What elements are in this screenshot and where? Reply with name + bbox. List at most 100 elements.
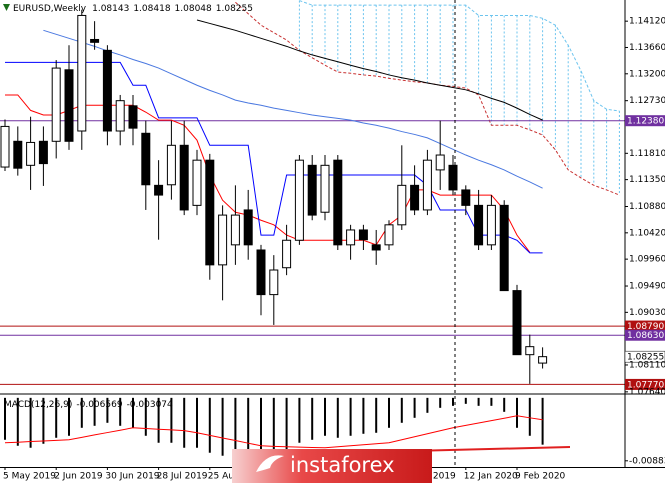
macd-bar [298, 397, 301, 443]
candle-body [307, 164, 317, 216]
macd-bar [541, 397, 544, 445]
header-text: EURUSD,Weekly 1.08143 1.08418 1.08048 1.0825… [13, 4, 253, 14]
candle-body [448, 164, 458, 191]
x-tick-label: Dec 2019 [413, 472, 456, 482]
macd-bar [413, 397, 416, 418]
macd-bar [234, 397, 237, 455]
cloud-span [235, 1, 620, 196]
candle-body [333, 159, 343, 246]
level-label-box [625, 378, 665, 390]
candle-body [499, 204, 509, 292]
macd-last: -0.006569 [76, 400, 122, 410]
cloud-span [299, 0, 620, 112]
macd-bar [208, 397, 211, 453]
macd-bar [516, 397, 518, 428]
macd-bar [439, 397, 442, 408]
macd-bar [285, 397, 288, 453]
y-tick-label: 1.12730 [629, 96, 665, 106]
candle-body [474, 204, 484, 246]
macd-bar [132, 397, 134, 428]
candle-body [422, 159, 432, 211]
candle-body [141, 132, 151, 186]
macd-bar [362, 397, 365, 434]
macd-bar [4, 397, 6, 440]
candle-body [90, 38, 100, 43]
candle-body [346, 229, 356, 246]
candle-body [512, 290, 522, 356]
macd-bar [221, 397, 224, 456]
candle-body [384, 224, 394, 246]
candle-body [166, 144, 176, 186]
macd-bar [336, 397, 339, 438]
candle-body [397, 184, 407, 226]
indicator-line [5, 61, 543, 254]
y-tick-label: 1.13660 [629, 43, 665, 53]
candle-body [282, 239, 292, 269]
level-label-box [625, 320, 665, 332]
macd-bar [324, 397, 326, 436]
y-tick-label: 1.10420 [629, 228, 665, 238]
y-tick-label: 1.11350 [629, 175, 665, 185]
macd-bar [528, 397, 531, 436]
candle-body [243, 209, 253, 246]
macd-panel [4, 397, 544, 456]
candle-body [51, 67, 61, 142]
candle-body [269, 269, 279, 296]
macd-bar [29, 397, 32, 448]
macd-bar [452, 397, 454, 406]
macd-bar [106, 397, 109, 423]
last-close: 1.08255 [216, 4, 253, 14]
macd-bar [119, 397, 122, 426]
macd-bar [464, 397, 467, 404]
last-high: 1.08418 [133, 4, 170, 14]
x-tick-label: 5 May 2019 [3, 472, 56, 482]
candle-body [77, 14, 87, 132]
indicator-line [43, 29, 543, 189]
candle-body [371, 244, 381, 251]
watermark: instaforex [232, 449, 432, 483]
macd-bar [490, 397, 493, 406]
candle-body [205, 159, 215, 266]
level-label: 1.07770 [627, 380, 664, 390]
candle-body [102, 49, 112, 132]
candle-body [538, 356, 548, 364]
candle-body [192, 159, 202, 206]
macd-bar [400, 397, 403, 423]
candle-body [218, 214, 228, 266]
candle-body [320, 164, 330, 213]
candle-body [115, 100, 125, 132]
y-tick-label: 1.09030 [629, 308, 665, 318]
macd-bar [349, 397, 352, 436]
y-tick-label: 1.09960 [629, 255, 665, 265]
chart-header: EURUSD,Weekly 1.08143 1.08418 1.08048 1.0825… [3, 4, 253, 410]
y-tick-label: 1.09490 [629, 282, 665, 292]
candle-body [435, 154, 445, 171]
macd-bar [375, 397, 378, 433]
level-label: 1.08630 [627, 331, 664, 341]
candle-body [38, 140, 48, 165]
y-tick-label: 1.11810 [629, 149, 665, 159]
y-tick-label: -0.00883 [629, 456, 665, 466]
macd-bar [260, 397, 262, 456]
logo-text: instaforex [290, 453, 395, 477]
candle-body [525, 346, 535, 356]
macd-bar [16, 397, 19, 446]
macd-bar [247, 397, 250, 454]
header-icon [3, 4, 10, 11]
macd-bar [183, 397, 186, 448]
macd-bar [196, 397, 198, 448]
candle-body [294, 159, 304, 241]
indicator-line [196, 19, 543, 121]
y-tick-label: 1.10880 [629, 202, 665, 212]
candle-body [486, 204, 496, 246]
candle-body [256, 249, 266, 296]
x-tick-label: 9 Feb 2020 [515, 472, 566, 482]
last-open: 1.08143 [92, 4, 129, 14]
macd-bar [388, 397, 390, 428]
current-price: 1.08255 [627, 353, 664, 363]
candle-body [26, 141, 36, 166]
macd-bar [93, 397, 96, 426]
candle-body [410, 184, 420, 211]
